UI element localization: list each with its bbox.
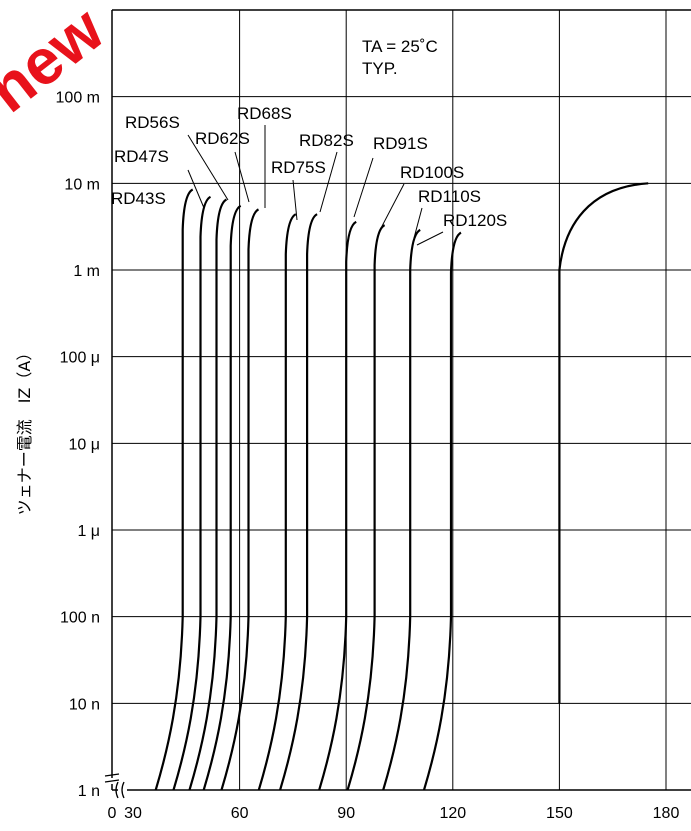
x-tick-label: 90 <box>337 805 355 822</box>
x-tick-label: 120 <box>439 805 466 822</box>
conditions: TA = 25˚C TYP. <box>362 37 438 78</box>
x-tick-label: 0 <box>108 805 117 822</box>
curve-label-rd68s: RD68S <box>237 104 292 123</box>
curve-rd47s <box>172 195 212 791</box>
leader-line-rd62s <box>234 151 250 203</box>
watermark: new <box>0 0 117 126</box>
curve-rd110s <box>382 228 421 791</box>
tick-labels: 1 n 10 n 100 n 1 μ 10 μ 100 μ 1 m 10 m 100 m 0 30 6… <box>56 90 680 822</box>
y-tick-label: 100 m <box>56 90 100 107</box>
leader-line-rd47s <box>187 169 205 209</box>
curve-rd75s <box>257 213 297 791</box>
plot-frame <box>104 9 691 799</box>
leader-line-rd100s <box>379 183 405 231</box>
leader-line-rd82s <box>319 151 338 213</box>
leader-line-rd110s <box>413 207 423 239</box>
curve-rd91s <box>318 220 357 791</box>
curve-rd120s <box>422 231 462 791</box>
curve-labels: RD43S RD47S RD56S RD62S RD68S RD75S RD82S RD91S… <box>111 104 507 246</box>
y-axis-break-mark <box>104 773 120 783</box>
curve-label-rd56s: RD56S <box>125 113 180 132</box>
curve-label-rd120s: RD120S <box>443 211 507 230</box>
y-tick-label: 100 μ <box>60 350 100 367</box>
curve-150 <box>558 182 649 704</box>
leader-line-rd56s <box>187 134 229 201</box>
y-axis-label: ツェナー電流 IZ（A） <box>15 345 34 516</box>
curve-label-rd62s: RD62S <box>195 129 250 148</box>
watermark-text: new <box>0 0 117 126</box>
curves <box>154 182 649 791</box>
curve-label-rd43s: RD43S <box>111 189 166 208</box>
leader-line-rd120s <box>416 231 444 246</box>
y-tick-label: 10 μ <box>69 436 100 453</box>
leader-line-rd91s <box>353 157 374 218</box>
y-tick-label: 1 μ <box>77 523 100 540</box>
x-axis-break-mark <box>115 781 125 799</box>
curve-label-rd91s: RD91S <box>373 134 428 153</box>
y-tick-label: 10 m <box>64 176 100 193</box>
curve-rd100s <box>346 224 386 791</box>
curve-rd68s <box>220 208 260 791</box>
y-tick-label: 1 n <box>78 783 100 800</box>
grid <box>112 10 691 790</box>
leader-line-rd75s <box>292 179 298 221</box>
y-tick-label: 1 m <box>73 263 100 280</box>
y-tick-label: 100 n <box>60 610 100 627</box>
x-tick-label: 180 <box>653 805 680 822</box>
curve-rd56s <box>188 198 228 791</box>
condition-temperature: TA = 25˚C <box>362 37 438 56</box>
curve-label-rd100s: RD100S <box>400 163 464 182</box>
x-tick-label: 30 <box>124 805 142 822</box>
curve-rd62s <box>202 204 242 791</box>
x-tick-label: 60 <box>231 805 249 822</box>
curve-label-rd110s: RD110S <box>418 187 481 206</box>
curve-rd43s <box>154 188 194 791</box>
x-tick-label: 150 <box>546 805 573 822</box>
curve-label-rd82s: RD82S <box>299 131 354 150</box>
curve-label-rd47s: RD47S <box>114 147 169 166</box>
curve-label-rd75s: RD75S <box>271 158 326 177</box>
curve-rd82s <box>279 213 318 791</box>
condition-typ: TYP. <box>362 59 398 78</box>
y-tick-label: 10 n <box>69 696 100 713</box>
